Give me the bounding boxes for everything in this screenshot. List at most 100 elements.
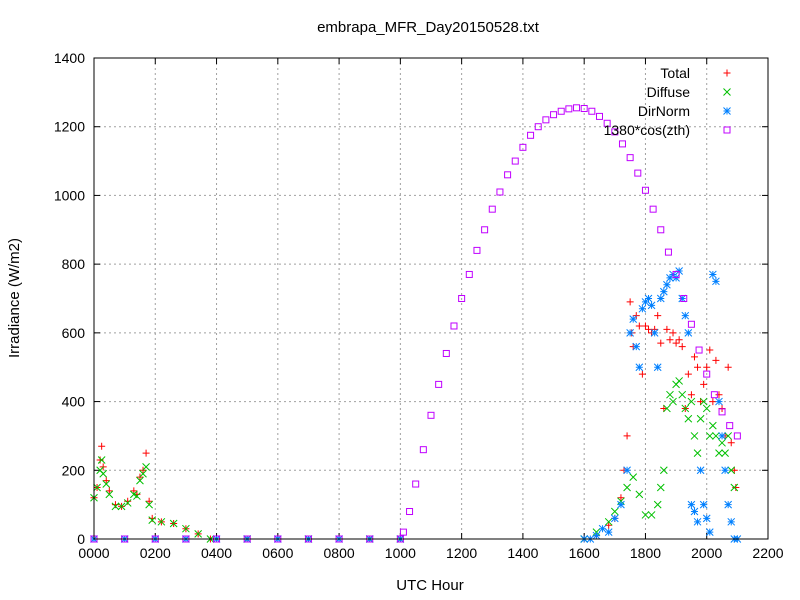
- data-point: [684, 329, 693, 337]
- data-point: [635, 363, 644, 372]
- data-point: [611, 128, 619, 136]
- data-point: [687, 397, 696, 406]
- data-point: [724, 500, 733, 509]
- x-tick-label: 0200: [140, 545, 171, 561]
- data-point: [647, 301, 656, 310]
- data-point: [733, 432, 741, 440]
- data-point: [99, 469, 108, 478]
- data-point: [663, 325, 671, 333]
- chart-title: embrapa_MFR_Day20150528.txt: [317, 19, 540, 36]
- data-point: [702, 404, 711, 413]
- data-point: [663, 404, 671, 413]
- data-point: [598, 524, 607, 533]
- data-point: [488, 205, 496, 213]
- data-point: [660, 404, 668, 412]
- data-point: [699, 500, 708, 509]
- data-point: [105, 490, 114, 499]
- data-point: [709, 398, 717, 406]
- data-point: [693, 449, 702, 457]
- data-point: [626, 329, 634, 337]
- legend: Total Diffuse DirNorm 1380*cos(zth): [604, 65, 731, 138]
- data-point: [102, 477, 110, 485]
- series-plus: [90, 298, 740, 543]
- data-point: [596, 112, 603, 120]
- series-cross: [90, 377, 739, 543]
- data-point: [687, 391, 695, 399]
- data-point: [511, 157, 519, 165]
- data-point: [427, 411, 435, 419]
- data-point: [592, 531, 601, 540]
- y-tick-label: 1200: [54, 119, 85, 135]
- data-point: [124, 497, 132, 505]
- data-point: [604, 528, 613, 536]
- data-point: [709, 270, 717, 279]
- data-point: [98, 442, 106, 450]
- data-point: [705, 432, 714, 440]
- data-point: [97, 456, 106, 464]
- data-point: [635, 322, 643, 330]
- x-tick-label: 0400: [201, 545, 232, 561]
- legend-marker: [723, 88, 731, 96]
- data-point: [727, 466, 736, 475]
- data-point: [681, 311, 690, 320]
- x-tick-label: 0800: [324, 545, 355, 561]
- data-point: [718, 438, 726, 447]
- data-point: [703, 363, 711, 371]
- data-point: [565, 105, 573, 113]
- y-tick-label: 200: [62, 462, 86, 478]
- data-point: [557, 107, 565, 115]
- data-point: [727, 517, 736, 526]
- data-point: [657, 226, 665, 234]
- data-point: [145, 497, 153, 505]
- data-point: [721, 466, 729, 475]
- data-point: [105, 487, 113, 495]
- y-tick-label: 400: [62, 394, 86, 410]
- y-axis-label: Irradiance (W/m2): [6, 238, 23, 358]
- data-point: [690, 507, 699, 516]
- data-point: [669, 397, 677, 406]
- series-layer: [90, 104, 742, 543]
- data-point: [194, 529, 203, 538]
- data-point: [680, 295, 688, 302]
- series-square: [90, 104, 741, 543]
- data-point: [653, 363, 662, 372]
- data-point: [123, 499, 132, 507]
- data-point: [669, 329, 677, 337]
- x-tick-label: 0600: [262, 545, 293, 561]
- data-point: [550, 111, 558, 119]
- x-tick-label: 1800: [630, 545, 661, 561]
- data-point: [712, 356, 720, 364]
- data-point: [573, 104, 581, 112]
- x-tick-label: 2200: [752, 545, 783, 561]
- data-point: [604, 517, 613, 526]
- data-point: [656, 483, 665, 492]
- data-point: [496, 188, 504, 196]
- data-point: [588, 107, 596, 115]
- data-point: [406, 508, 414, 516]
- data-point: [654, 312, 662, 320]
- legend-marker: [723, 107, 731, 115]
- data-point: [142, 449, 150, 457]
- data-point: [450, 322, 458, 330]
- data-point: [419, 446, 427, 454]
- data-point: [634, 169, 642, 177]
- data-point: [641, 511, 650, 519]
- data-point: [687, 320, 695, 328]
- data-point: [718, 432, 726, 440]
- y-tick-label: 1000: [54, 187, 85, 203]
- data-point: [703, 370, 711, 378]
- data-point: [638, 304, 647, 313]
- series-star: [90, 267, 742, 543]
- data-point: [659, 287, 668, 296]
- data-point: [653, 500, 662, 509]
- data-point: [638, 370, 646, 378]
- legend-label: Total: [660, 65, 690, 81]
- x-tick-label: 1200: [446, 545, 477, 561]
- data-point: [527, 131, 535, 139]
- data-point: [659, 466, 668, 475]
- data-point: [672, 270, 680, 278]
- data-point: [663, 280, 671, 289]
- data-point: [519, 143, 527, 151]
- data-point: [681, 404, 690, 413]
